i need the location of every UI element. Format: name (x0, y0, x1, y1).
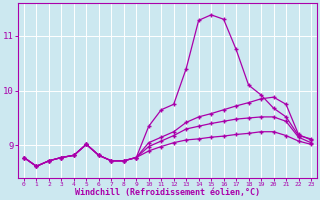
X-axis label: Windchill (Refroidissement éolien,°C): Windchill (Refroidissement éolien,°C) (75, 188, 260, 197)
